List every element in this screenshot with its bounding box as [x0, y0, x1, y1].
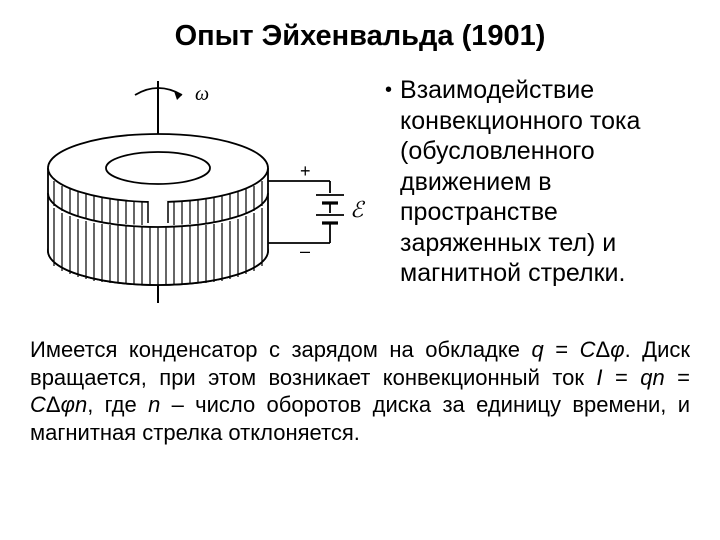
p-pre1: Имеется конденсатор с зарядом на обкладк… [30, 337, 532, 362]
p-C1: C [580, 337, 596, 362]
eichenwald-diagram-svg: ω [30, 73, 375, 318]
p-n2: n [148, 392, 160, 417]
body-paragraph: Имеется конденсатор с зарядом на обкладк… [30, 336, 690, 446]
p-n: n [75, 392, 87, 417]
omega-label: ω [195, 83, 209, 105]
p-phi2: φ [61, 392, 75, 417]
p-eq3: = [665, 365, 690, 390]
bullet-text: Взаимодействие конвекционного тока (обус… [400, 75, 690, 289]
bullet-area: • Взаимодействие конвекционного тока (об… [385, 73, 690, 318]
p-eq2: = [603, 365, 641, 390]
p-phi1: φ [610, 337, 624, 362]
bullet-item: • Взаимодействие конвекционного тока (об… [385, 75, 690, 289]
p-qn: qn [640, 365, 664, 390]
p-q: q [532, 337, 544, 362]
minus-sign: – [300, 241, 310, 261]
p-eq1: = [544, 337, 580, 362]
plus-sign: + [300, 161, 311, 181]
p-C2: C [30, 392, 46, 417]
p-d1: Δ [596, 337, 611, 362]
emf-label: ℰ [350, 197, 366, 222]
diagram: ω [30, 73, 375, 318]
bullet-marker: • [385, 75, 392, 289]
p-d2: Δ [46, 392, 61, 417]
p-mid2: , где [87, 392, 148, 417]
content-row: ω [30, 73, 690, 318]
page-title: Опыт Эйхенвальда (1901) [30, 20, 690, 53]
